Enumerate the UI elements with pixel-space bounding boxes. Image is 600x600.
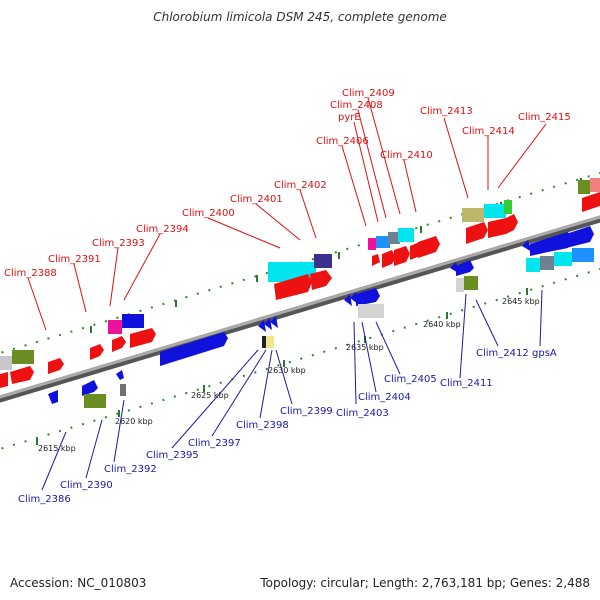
gene-label: Clim_2415 <box>518 112 571 123</box>
accession-text: Accession: NC_010803 <box>10 576 147 590</box>
tick-label: 2635 kbp <box>346 343 384 352</box>
forward-labels: Clim_2388 Clim_2391 Clim_2393 Clim_2394 … <box>4 88 571 279</box>
gene-label: Clim_2391 <box>48 254 101 265</box>
gene-label: Clim_2404 <box>358 392 411 403</box>
gene-label: Clim_2414 <box>462 126 515 137</box>
tick-label: 2620 kbp <box>115 417 153 426</box>
gene-label: Clim_2406 <box>316 136 369 147</box>
gene-label: Clim_2412 <box>476 348 529 359</box>
tick-label: 2645 kbp <box>502 297 540 306</box>
gene-label: Clim_2388 <box>4 268 57 279</box>
gene-label: Clim_2409 <box>342 88 395 99</box>
gene-label: Clim_2394 <box>136 224 189 235</box>
gene-label: Clim_2405 <box>384 374 437 385</box>
backbone <box>0 215 600 403</box>
gene-label: Clim_2401 <box>230 194 283 205</box>
gene-label: Clim_2398 <box>236 420 289 431</box>
gene-label: Clim_2411 <box>440 378 493 389</box>
gene-label: Clim_2393 <box>92 238 145 249</box>
tick-label: 2615 kbp <box>38 444 76 453</box>
gene-label: Clim_2392 <box>104 464 157 475</box>
forward-genes <box>0 178 600 388</box>
gene-label: Clim_2400 <box>182 208 235 219</box>
reverse-leaders <box>41 289 543 491</box>
gene-label: Clim_2399 <box>280 406 333 417</box>
gene-label: Clim_2402 <box>274 180 327 191</box>
gene-label: Clim_2413 <box>420 106 473 117</box>
reverse-genes <box>48 226 594 408</box>
genome-summary-text: Topology: circular; Length: 2,763,181 bp… <box>260 576 590 590</box>
map-title: Chlorobium limicola DSM 245, complete ge… <box>153 10 447 24</box>
gene-label: pyrE <box>338 112 361 123</box>
gene-label: Clim_2397 <box>188 438 241 449</box>
gene-label: Clim_2390 <box>60 480 113 491</box>
gene-label: Clim_2386 <box>18 494 71 505</box>
gene-label: gpsA <box>532 348 557 359</box>
forward-leaders <box>27 97 547 331</box>
tick-label: 2630 kbp <box>268 366 306 375</box>
gene-label: Clim_2410 <box>380 150 433 161</box>
tick-label: 2640 kbp <box>423 320 461 329</box>
gene-label: Clim_2403 <box>336 408 389 419</box>
reverse-labels: Clim_2386 Clim_2390 Clim_2392 Clim_2395 … <box>18 348 557 505</box>
tick-labels: 2615 kbp 2620 kbp 2625 kbp 2630 kbp 2635… <box>38 297 540 453</box>
gene-label: Clim_2395 <box>146 450 199 461</box>
tick-label: 2625 kbp <box>191 391 229 400</box>
gene-label: Clim_2408 <box>330 100 383 111</box>
